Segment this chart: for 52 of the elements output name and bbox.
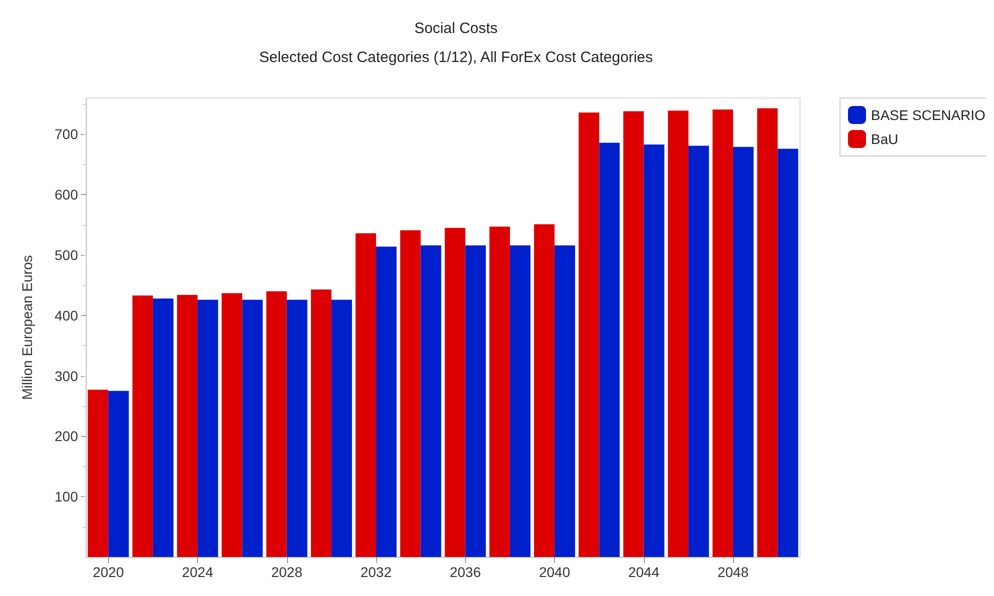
bar bbox=[534, 224, 555, 557]
legend-label: BaU bbox=[871, 131, 898, 147]
bar bbox=[644, 144, 664, 557]
y-tick-label: 300 bbox=[54, 368, 78, 384]
bar bbox=[712, 109, 734, 557]
bar bbox=[489, 226, 510, 557]
x-tick-label: 2024 bbox=[182, 564, 214, 580]
bar bbox=[510, 245, 530, 557]
bar bbox=[465, 245, 486, 557]
bar bbox=[286, 300, 308, 557]
bar bbox=[668, 110, 688, 557]
bar bbox=[177, 294, 198, 557]
bar bbox=[152, 298, 174, 557]
bar bbox=[400, 230, 421, 557]
bar bbox=[132, 295, 153, 557]
bar bbox=[242, 300, 263, 557]
y-tick-label: 100 bbox=[54, 488, 78, 505]
bar bbox=[733, 146, 754, 557]
bar bbox=[444, 228, 466, 557]
chart-subtitle: Selected Cost Categories (1/12), All ForEx Cost Categories bbox=[259, 49, 653, 66]
y-tick-label: 600 bbox=[54, 186, 78, 203]
bar bbox=[554, 245, 576, 557]
bar bbox=[599, 142, 620, 557]
x-tick-label: 2032 bbox=[360, 564, 392, 580]
y-tick-label: 200 bbox=[54, 428, 78, 444]
x-tick-label: 2020 bbox=[92, 564, 124, 580]
bar bbox=[310, 289, 332, 557]
bar bbox=[778, 148, 798, 557]
y-tick-label: 400 bbox=[54, 307, 78, 324]
x-tick-label: 2044 bbox=[628, 564, 660, 580]
y-axis-title: Million European Euros bbox=[19, 255, 35, 400]
x-tick-label: 2040 bbox=[538, 564, 570, 580]
bar bbox=[623, 111, 644, 557]
legend-label: BASE SCENARIO bbox=[871, 107, 986, 123]
x-tick-label: 2028 bbox=[271, 564, 303, 580]
bar bbox=[578, 112, 600, 557]
bar bbox=[198, 300, 218, 557]
bar bbox=[266, 291, 287, 557]
bar bbox=[331, 300, 352, 557]
bar bbox=[420, 245, 442, 557]
x-tick-label: 2036 bbox=[450, 564, 482, 580]
chart-title: Social Costs bbox=[414, 20, 498, 37]
bar bbox=[356, 233, 376, 557]
bar bbox=[88, 390, 108, 557]
bar bbox=[222, 293, 242, 557]
bar bbox=[757, 108, 778, 557]
bar bbox=[688, 146, 709, 557]
bar bbox=[108, 390, 129, 557]
x-tick-label: 2048 bbox=[717, 564, 749, 580]
y-tick-label: 500 bbox=[54, 247, 78, 264]
bar bbox=[376, 246, 397, 557]
y-tick-label: 700 bbox=[54, 126, 78, 142]
